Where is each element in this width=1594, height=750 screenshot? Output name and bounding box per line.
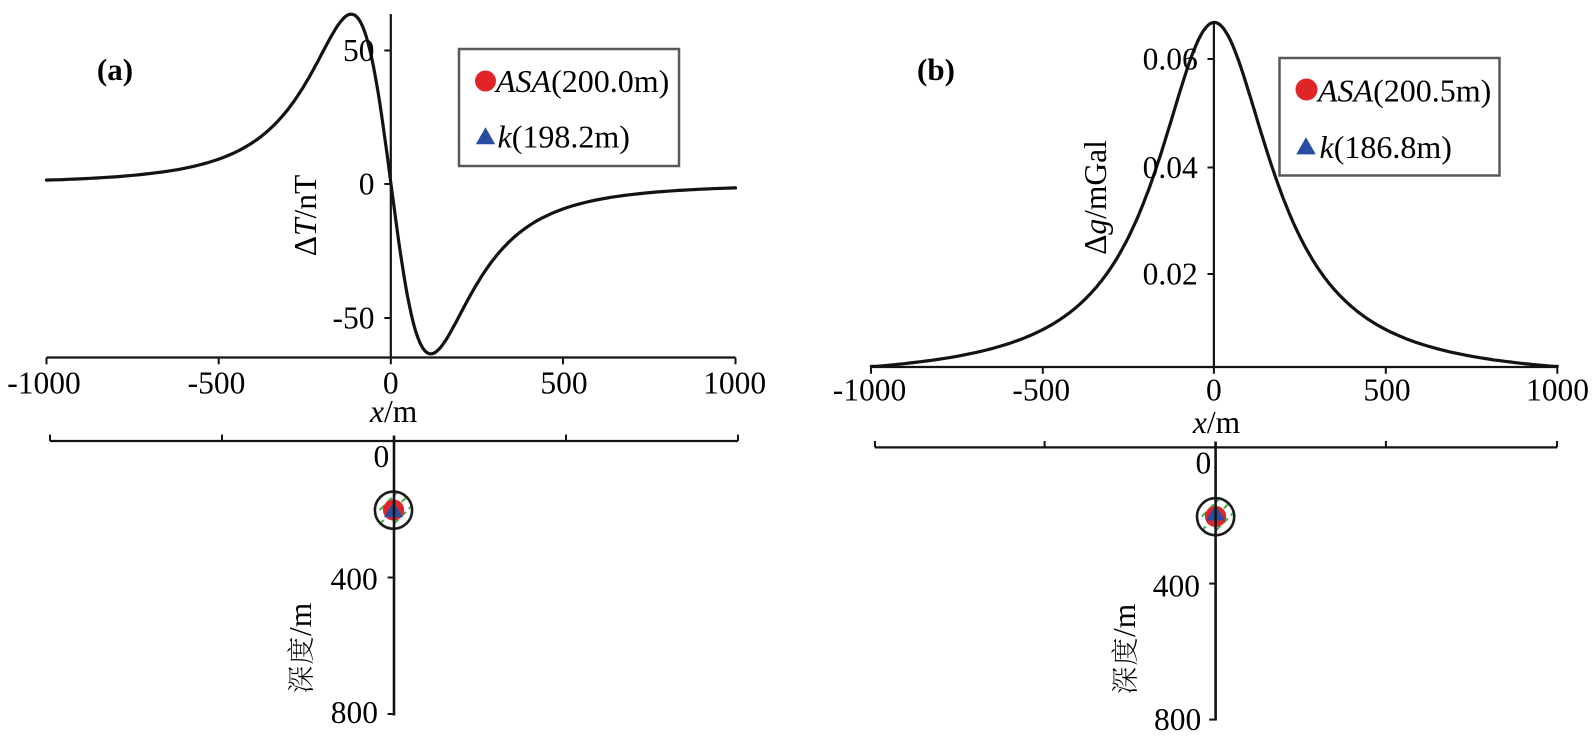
svg-text:k(198.2m): k(198.2m) <box>498 119 630 155</box>
svg-text:ASA(200.0m): ASA(200.0m) <box>494 63 669 99</box>
svg-text:-500: -500 <box>1012 372 1070 407</box>
svg-text:k(186.8m): k(186.8m) <box>1320 129 1452 165</box>
svg-text:500: 500 <box>1363 372 1410 407</box>
svg-text:800: 800 <box>1154 702 1201 737</box>
svg-text:-500: -500 <box>188 366 246 401</box>
svg-text:x/m: x/m <box>369 394 418 429</box>
svg-text:400: 400 <box>331 562 378 597</box>
svg-text:0.02: 0.02 <box>1143 256 1198 291</box>
svg-text:ASA(200.5m): ASA(200.5m) <box>1316 73 1491 109</box>
svg-text:ΔT/nT: ΔT/nT <box>288 175 323 257</box>
svg-text:0.06: 0.06 <box>1143 41 1198 76</box>
svg-text:1000: 1000 <box>1526 372 1589 407</box>
svg-text:/m: /m <box>1107 603 1142 637</box>
svg-text:0: 0 <box>1195 446 1211 481</box>
svg-text:0.04: 0.04 <box>1143 150 1198 185</box>
svg-text:1000: 1000 <box>703 366 766 401</box>
svg-text:(a): (a) <box>97 52 133 87</box>
svg-text:-50: -50 <box>333 300 375 335</box>
svg-text:Δg/mGal: Δg/mGal <box>1078 140 1113 255</box>
svg-text:0: 0 <box>359 166 375 201</box>
svg-text:0: 0 <box>383 366 399 401</box>
svg-text:50: 50 <box>343 33 375 68</box>
svg-text:0: 0 <box>1206 372 1222 407</box>
svg-text:800: 800 <box>331 695 378 730</box>
svg-text:400: 400 <box>1153 568 1200 603</box>
svg-text:(b): (b) <box>917 52 955 87</box>
svg-text:-1000: -1000 <box>7 366 81 401</box>
svg-text:0: 0 <box>374 439 390 474</box>
svg-text:/m: /m <box>283 602 318 636</box>
svg-text:500: 500 <box>540 366 587 401</box>
svg-text:-1000: -1000 <box>833 372 907 407</box>
svg-text:x/m: x/m <box>1192 405 1241 440</box>
